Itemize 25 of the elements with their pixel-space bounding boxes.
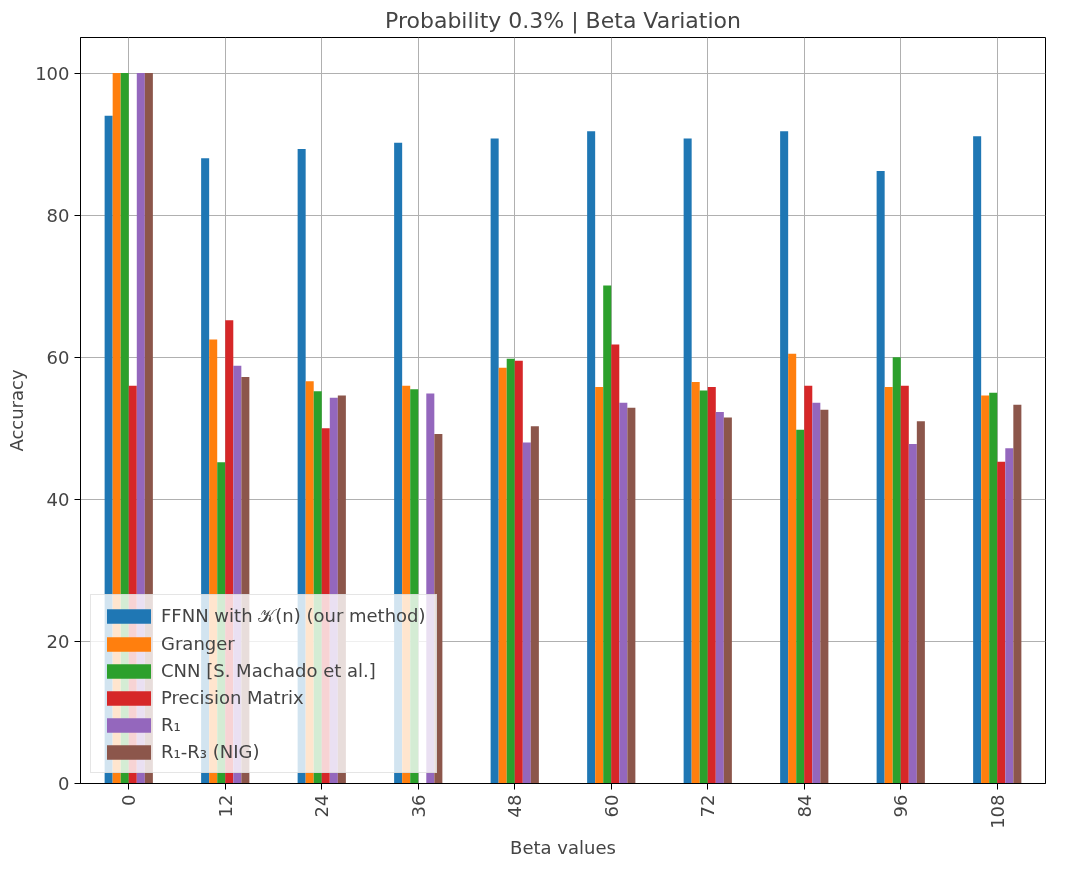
x-tick-label: 72 <box>697 794 719 818</box>
x-tick-label: 84 <box>793 794 815 818</box>
y-tick-label: 20 <box>46 630 70 652</box>
x-tick-label: 12 <box>214 794 236 818</box>
y-tick-label: 40 <box>46 488 70 510</box>
legend-label: R₁-R₃ (NIG) <box>161 741 260 762</box>
x-tick-label: 108 <box>986 794 1008 829</box>
x-tick-label: 36 <box>407 794 429 818</box>
legend-label: R₁ <box>161 714 181 735</box>
x-axis-title: Beta values <box>510 836 616 858</box>
y-tick-label: 60 <box>46 346 70 368</box>
y-tick-label: 100 <box>35 62 70 84</box>
x-tick-label: 60 <box>600 794 622 818</box>
x-tick-label: 48 <box>504 794 526 818</box>
legend-label: CNN [S. Machado et al.] <box>161 660 376 681</box>
legend-label: Precision Matrix <box>161 687 304 708</box>
legend-label: Granger <box>161 633 235 654</box>
legend-label: FFNN with 𝒦(n) (our method) <box>161 605 426 627</box>
y-axis-title: Accuracy <box>6 369 28 452</box>
x-tick-label: 24 <box>311 794 333 818</box>
x-tick-label: 0 <box>118 794 140 806</box>
y-tick-label: 80 <box>46 204 70 226</box>
x-tick-label: 96 <box>890 794 912 818</box>
chart-title: Probability 0.3% | Beta Variation <box>385 7 741 34</box>
y-tick-label: 0 <box>58 773 70 794</box>
